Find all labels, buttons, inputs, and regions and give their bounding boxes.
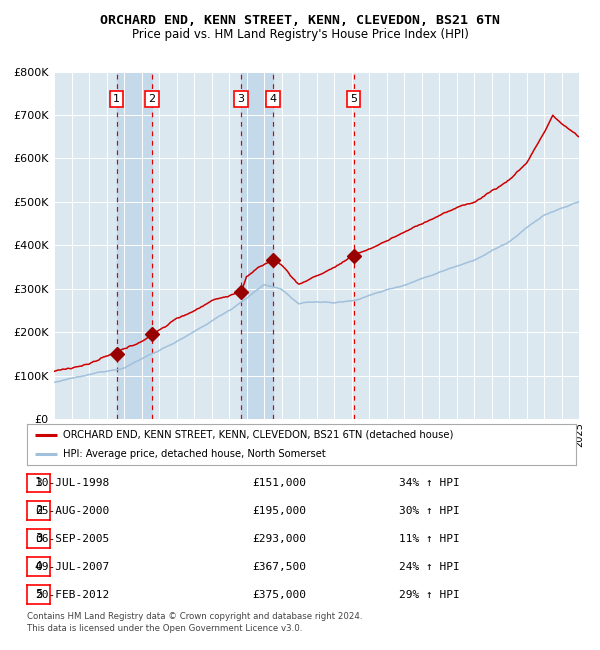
Text: This data is licensed under the Open Government Licence v3.0.: This data is licensed under the Open Gov… bbox=[27, 624, 302, 633]
Text: 05-AUG-2000: 05-AUG-2000 bbox=[35, 506, 109, 516]
Text: 34% ↑ HPI: 34% ↑ HPI bbox=[399, 478, 460, 488]
Text: 20-FEB-2012: 20-FEB-2012 bbox=[35, 590, 109, 600]
Text: 1: 1 bbox=[35, 476, 42, 489]
Text: HPI: Average price, detached house, North Somerset: HPI: Average price, detached house, Nort… bbox=[62, 448, 325, 459]
Text: £367,500: £367,500 bbox=[252, 562, 306, 572]
Text: 30% ↑ HPI: 30% ↑ HPI bbox=[399, 506, 460, 516]
Text: 2: 2 bbox=[35, 504, 42, 517]
Bar bbox=[241, 72, 273, 419]
Text: 09-JUL-2007: 09-JUL-2007 bbox=[35, 562, 109, 572]
Text: 24% ↑ HPI: 24% ↑ HPI bbox=[399, 562, 460, 572]
Bar bbox=[116, 72, 152, 419]
Text: 3: 3 bbox=[35, 532, 42, 545]
Text: 1: 1 bbox=[113, 94, 120, 104]
Text: ORCHARD END, KENN STREET, KENN, CLEVEDON, BS21 6TN (detached house): ORCHARD END, KENN STREET, KENN, CLEVEDON… bbox=[62, 430, 453, 440]
Text: 30-JUL-1998: 30-JUL-1998 bbox=[35, 478, 109, 488]
Text: 06-SEP-2005: 06-SEP-2005 bbox=[35, 534, 109, 544]
Text: 4: 4 bbox=[35, 560, 42, 573]
Text: 5: 5 bbox=[350, 94, 357, 104]
Text: ORCHARD END, KENN STREET, KENN, CLEVEDON, BS21 6TN: ORCHARD END, KENN STREET, KENN, CLEVEDON… bbox=[100, 14, 500, 27]
Text: 5: 5 bbox=[35, 588, 42, 601]
Text: 11% ↑ HPI: 11% ↑ HPI bbox=[399, 534, 460, 544]
Text: £195,000: £195,000 bbox=[252, 506, 306, 516]
Text: £293,000: £293,000 bbox=[252, 534, 306, 544]
Text: 2: 2 bbox=[148, 94, 155, 104]
Text: Contains HM Land Registry data © Crown copyright and database right 2024.: Contains HM Land Registry data © Crown c… bbox=[27, 612, 362, 621]
Text: 3: 3 bbox=[238, 94, 244, 104]
Text: 29% ↑ HPI: 29% ↑ HPI bbox=[399, 590, 460, 600]
Text: £151,000: £151,000 bbox=[252, 478, 306, 488]
Text: Price paid vs. HM Land Registry's House Price Index (HPI): Price paid vs. HM Land Registry's House … bbox=[131, 28, 469, 41]
Text: 4: 4 bbox=[269, 94, 277, 104]
Text: £375,000: £375,000 bbox=[252, 590, 306, 600]
